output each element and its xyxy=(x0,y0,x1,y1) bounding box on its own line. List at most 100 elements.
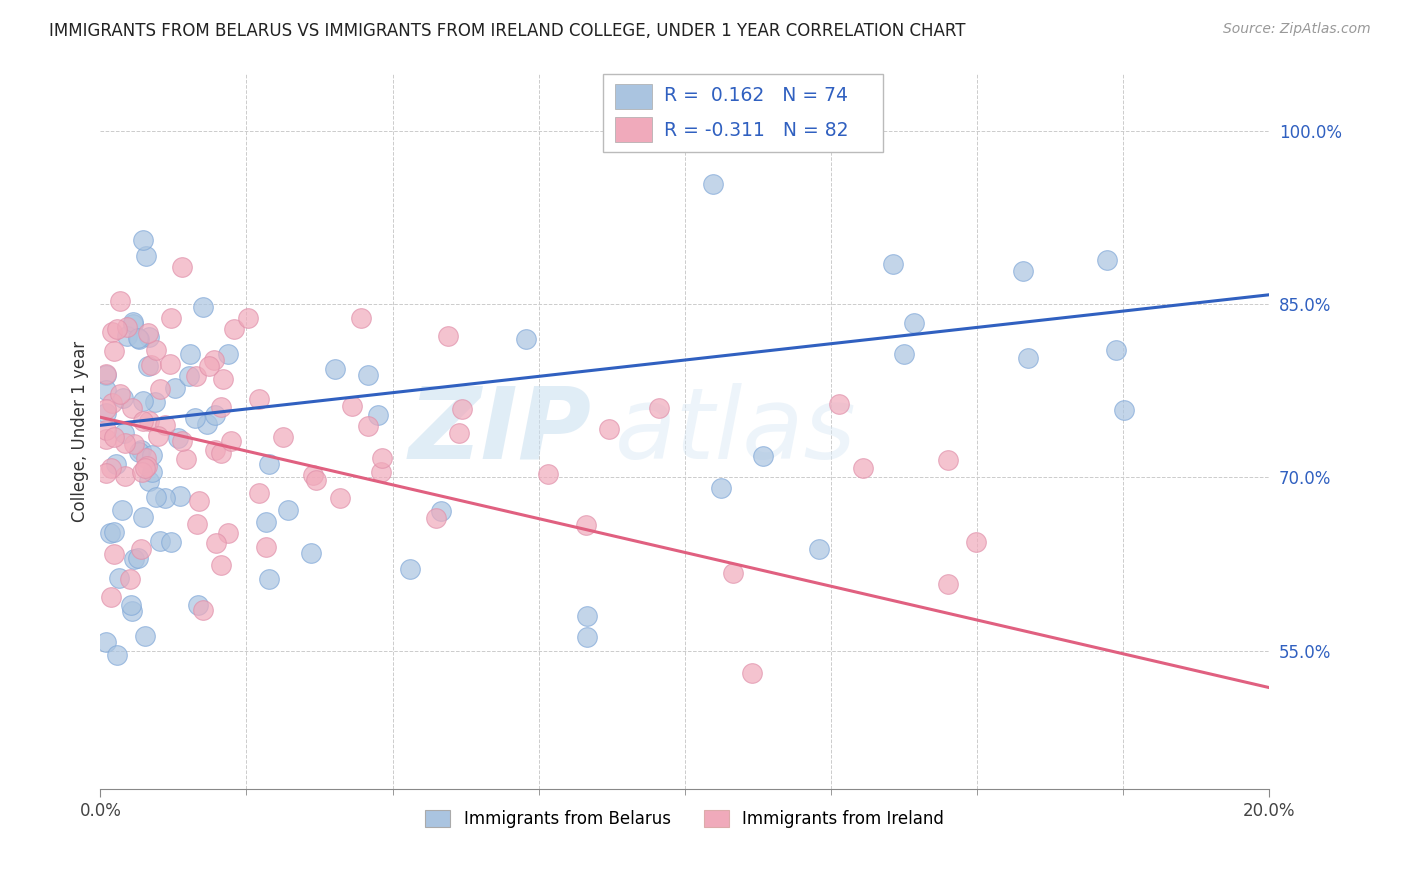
Point xyxy=(1112,403,1135,417)
Point xyxy=(721,566,744,581)
Point xyxy=(129,541,152,556)
Point xyxy=(100,525,122,540)
Point xyxy=(371,451,394,466)
Point xyxy=(122,317,145,331)
Point xyxy=(96,432,118,446)
Point xyxy=(965,534,987,549)
Point xyxy=(257,572,280,586)
Point xyxy=(114,469,136,483)
Point xyxy=(108,294,131,309)
Point xyxy=(1097,252,1119,267)
Point xyxy=(1017,351,1039,366)
Point xyxy=(807,542,830,557)
Point xyxy=(136,359,159,373)
Point xyxy=(217,525,239,540)
Point xyxy=(191,301,214,315)
Point xyxy=(111,502,134,516)
Point xyxy=(121,604,143,618)
Point xyxy=(575,608,598,623)
Point xyxy=(121,315,143,329)
Point xyxy=(136,326,159,341)
Point xyxy=(100,461,122,475)
Point xyxy=(195,417,218,431)
Point xyxy=(100,590,122,604)
Text: Source: ZipAtlas.com: Source: ZipAtlas.com xyxy=(1223,22,1371,37)
Point xyxy=(936,452,959,467)
Point xyxy=(141,448,163,462)
Y-axis label: College, Under 1 year: College, Under 1 year xyxy=(72,341,89,522)
Point xyxy=(96,367,118,381)
Point xyxy=(449,425,471,440)
Point xyxy=(357,419,380,434)
Point xyxy=(305,473,328,487)
Point xyxy=(96,467,118,481)
Point xyxy=(155,417,177,432)
Point xyxy=(903,316,925,330)
Point xyxy=(138,330,160,344)
Point xyxy=(139,359,162,373)
Text: atlas: atlas xyxy=(614,383,856,480)
Point xyxy=(120,572,142,586)
Point xyxy=(120,598,142,612)
Point xyxy=(148,382,170,396)
Point xyxy=(247,486,270,500)
Point xyxy=(236,311,259,326)
Point xyxy=(370,466,392,480)
Point xyxy=(129,442,152,457)
Point xyxy=(127,550,149,565)
Point xyxy=(115,329,138,343)
Point xyxy=(134,629,156,643)
Point xyxy=(136,458,159,473)
Point xyxy=(101,396,124,410)
Point xyxy=(205,536,228,550)
Point xyxy=(187,598,209,612)
Point xyxy=(575,630,598,644)
Point xyxy=(537,467,560,482)
FancyBboxPatch shape xyxy=(603,74,883,152)
Point xyxy=(103,430,125,444)
Point xyxy=(121,401,143,416)
Point xyxy=(153,491,176,505)
Point xyxy=(103,343,125,358)
Point xyxy=(323,362,346,376)
Point xyxy=(132,415,155,429)
Point xyxy=(105,322,128,336)
Point xyxy=(105,457,128,471)
Point xyxy=(198,359,221,373)
Point xyxy=(165,381,187,395)
Point xyxy=(211,372,233,386)
Point xyxy=(277,503,299,517)
Point xyxy=(169,489,191,503)
Point xyxy=(96,402,118,417)
Point xyxy=(329,491,352,505)
Point xyxy=(357,368,380,383)
Point xyxy=(159,357,181,371)
Point xyxy=(179,347,201,361)
Point xyxy=(103,524,125,539)
Point xyxy=(852,460,875,475)
Point xyxy=(741,666,763,681)
Point xyxy=(96,423,118,437)
Text: IMMIGRANTS FROM BELARUS VS IMMIGRANTS FROM IRELAND COLLEGE, UNDER 1 YEAR CORRELA: IMMIGRANTS FROM BELARUS VS IMMIGRANTS FR… xyxy=(49,22,966,40)
Point xyxy=(172,434,194,449)
Point xyxy=(184,410,207,425)
Point xyxy=(188,493,211,508)
Point xyxy=(96,383,118,397)
Point xyxy=(451,402,474,417)
Point xyxy=(202,352,225,367)
Point xyxy=(575,518,598,533)
Point xyxy=(170,260,193,274)
Point xyxy=(186,368,208,383)
Text: R = -0.311   N = 82: R = -0.311 N = 82 xyxy=(664,120,848,140)
Point xyxy=(882,257,904,271)
Point xyxy=(128,444,150,458)
Point xyxy=(105,648,128,662)
Point xyxy=(1011,264,1033,278)
Legend: Immigrants from Belarus, Immigrants from Ireland: Immigrants from Belarus, Immigrants from… xyxy=(419,803,950,835)
Point xyxy=(217,347,239,361)
Point xyxy=(224,322,246,336)
Point xyxy=(430,504,453,518)
Point xyxy=(702,177,724,191)
Point xyxy=(186,517,208,532)
Point xyxy=(425,510,447,524)
